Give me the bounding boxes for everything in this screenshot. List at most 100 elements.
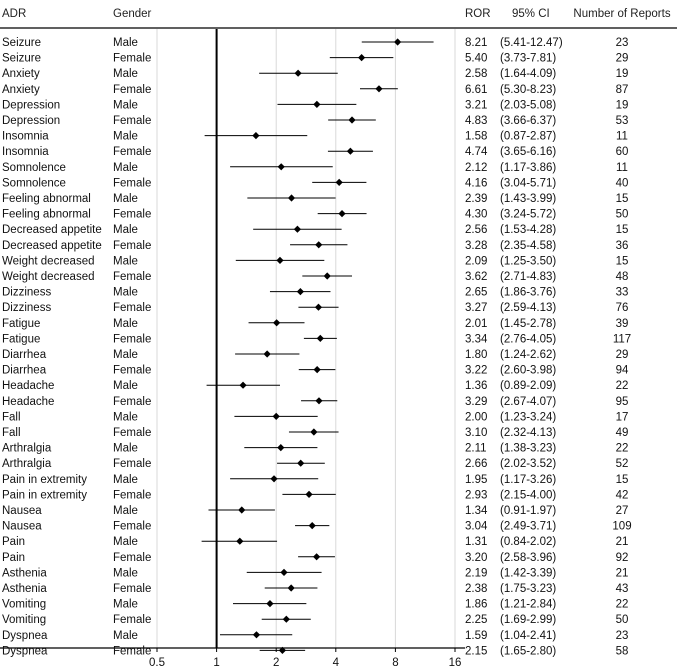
report-count: 33: [616, 287, 629, 299]
table-row: Vomiting Female 2.25 (1.69-2.99) 50: [2, 614, 628, 626]
ror-value: 3.20: [465, 552, 487, 564]
ror-marker: [315, 241, 323, 249]
ci-value: (1.45-2.78): [500, 318, 556, 330]
adr-label: Headache: [2, 380, 54, 392]
report-count: 60: [616, 146, 629, 158]
ci-value: (1.25-3.50): [500, 255, 556, 267]
adr-label: Anxiety: [2, 84, 40, 96]
header-ror: ROR: [465, 8, 491, 20]
report-count: 29: [616, 349, 629, 361]
table-row: Depression Male 3.21 (2.03-5.08) 19: [2, 99, 628, 111]
report-count: 42: [616, 489, 629, 501]
gender-label: Male: [113, 193, 138, 205]
table-row: Decreased appetite Female 3.28 (2.35-4.58) 3…: [2, 240, 628, 252]
adr-label: Pain in extremity: [2, 489, 87, 501]
ci-value: (0.89-2.09): [500, 380, 556, 392]
report-count: 49: [616, 427, 629, 439]
header-adr: ADR: [2, 8, 26, 20]
ror-value: 2.56: [465, 224, 487, 236]
table-rows: Seizure Male 8.21 (5.41-12.47) 23 Seizure Fema…: [2, 37, 632, 657]
x-axis-ticks: 0.5 1 2 4 8 16: [149, 648, 461, 669]
adr-label: Diarrhea: [2, 365, 47, 377]
adr-label: Insomnia: [2, 146, 49, 158]
gender-label: Female: [113, 614, 151, 626]
gender-label: Female: [113, 552, 151, 564]
report-count: 21: [616, 536, 629, 548]
ror-value: 5.40: [465, 53, 487, 65]
table-row: Fall Male 2.00 (1.23-3.24) 17: [2, 411, 628, 423]
ror-value: 1.36: [465, 380, 487, 392]
ror-value: 2.65: [465, 287, 487, 299]
gender-label: Male: [113, 536, 138, 548]
gender-label: Female: [113, 583, 151, 595]
table-row: Arthralgia Male 2.11 (1.38-3.23) 22: [2, 443, 628, 455]
ror-value: 1.86: [465, 599, 487, 611]
ror-marker: [313, 366, 321, 374]
gender-label: Female: [113, 302, 151, 314]
ci-value: (3.04-5.71): [500, 177, 556, 189]
gender-label: Male: [113, 224, 138, 236]
ror-value: 2.39: [465, 193, 487, 205]
table-row: Nausea Female 3.04 (2.49-3.71) 109: [2, 521, 632, 533]
ci-value: (1.17-3.86): [500, 162, 556, 174]
ci-value: (1.53-4.28): [500, 224, 556, 236]
ror-value: 2.15: [465, 645, 487, 657]
ror-value: 2.01: [465, 318, 487, 330]
ror-value: 3.04: [465, 521, 488, 533]
ror-marker: [315, 397, 323, 405]
report-count: 19: [616, 68, 629, 80]
gender-label: Female: [113, 427, 151, 439]
ci-value: (3.73-7.81): [500, 53, 556, 65]
ror-marker: [282, 615, 290, 623]
ci-value: (3.65-6.16): [500, 146, 556, 158]
ci-value: (2.71-4.83): [500, 271, 556, 283]
ror-marker: [272, 412, 280, 420]
ror-value: 3.27: [465, 302, 487, 314]
ci-value: (5.41-12.47): [500, 37, 563, 49]
ror-value: 1.80: [465, 349, 487, 361]
ror-value: 1.31: [465, 536, 487, 548]
table-row: Pain Male 1.31 (0.84-2.02) 21: [2, 536, 628, 548]
adr-label: Feeling abnormal: [2, 209, 91, 221]
adr-label: Insomnia: [2, 131, 49, 143]
ci-value: (1.24-2.62): [500, 349, 556, 361]
gender-label: Male: [113, 411, 138, 423]
gender-label: Female: [113, 209, 151, 221]
table-row: Decreased appetite Male 2.56 (1.53-4.28) 15: [2, 224, 628, 236]
table-row: Feeling abnormal Female 4.30 (3.24-5.72) 50: [2, 209, 628, 221]
ror-value: 2.66: [465, 458, 487, 470]
report-count: 36: [616, 240, 629, 252]
header-reports: Number of Reports: [573, 8, 670, 20]
report-count: 19: [616, 99, 629, 111]
ror-marker: [297, 459, 305, 467]
ror-value: 2.38: [465, 583, 487, 595]
table-header: ADR Gender ROR 95% CI Number of Reports: [2, 8, 671, 20]
adr-label: Feeling abnormal: [2, 193, 91, 205]
ror-value: 3.28: [465, 240, 487, 252]
adr-label: Asthenia: [2, 583, 47, 595]
table-row: Anxiety Male 2.58 (1.64-4.09) 19: [2, 68, 628, 80]
ci-value: (2.15-4.00): [500, 489, 556, 501]
adr-label: Pain: [2, 552, 25, 564]
table-row: Seizure Male 8.21 (5.41-12.47) 23: [2, 37, 628, 49]
report-count: 40: [616, 177, 629, 189]
report-count: 50: [616, 614, 629, 626]
report-count: 23: [616, 630, 629, 642]
ci-value: (2.03-5.08): [500, 99, 556, 111]
table-row: Asthenia Female 2.38 (1.75-3.23) 43: [2, 583, 628, 595]
report-count: 22: [616, 380, 629, 392]
report-count: 29: [616, 53, 629, 65]
gender-label: Male: [113, 567, 138, 579]
adr-label: Asthenia: [2, 567, 47, 579]
x-tick-label: 16: [449, 657, 462, 669]
x-tick-label: 2: [273, 657, 279, 669]
ror-marker: [394, 38, 402, 46]
ci-value: (1.42-3.39): [500, 567, 556, 579]
table-row: Feeling abnormal Male 2.39 (1.43-3.99) 15: [2, 193, 628, 205]
ror-value: 1.95: [465, 474, 487, 486]
table-row: Fatigue Male 2.01 (1.45-2.78) 39: [2, 318, 628, 330]
ror-marker: [280, 568, 288, 576]
report-count: 22: [616, 599, 629, 611]
ror-value: 2.12: [465, 162, 487, 174]
gender-label: Male: [113, 318, 138, 330]
